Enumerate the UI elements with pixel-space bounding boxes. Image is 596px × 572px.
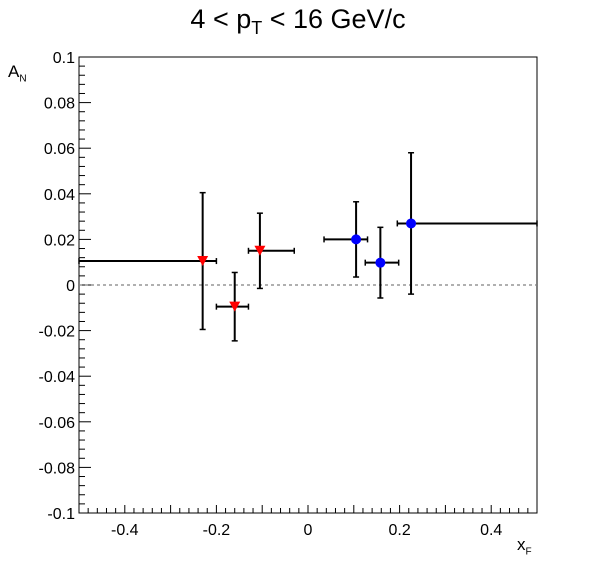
y-tick-label: -0.08 — [39, 460, 76, 477]
chart-title: 4 < pT < 16 GeV/c — [190, 4, 406, 38]
y-axis-label: AN — [8, 62, 27, 85]
x-axis: -0.4 -0.2 0 0.2 0.4 — [78, 505, 538, 539]
y-tick-label: -0.1 — [47, 506, 75, 523]
x-tick-label: 0 — [304, 522, 313, 539]
y-axis: -0.1 -0.08 -0.06 -0.04 -0.02 0 0.02 0.04 0.06 0.0… — [39, 50, 91, 523]
y-tick-label: 0 — [66, 278, 75, 295]
x-tick-label: 0.4 — [480, 522, 502, 539]
circle-marker — [406, 218, 417, 229]
y-tick-label: 0.06 — [44, 141, 75, 158]
y-tick-label: 0.08 — [44, 96, 75, 113]
triangle-down-marker — [254, 245, 266, 256]
data-point — [396, 152, 538, 295]
data-point — [78, 191, 218, 331]
y-tick-label: -0.02 — [39, 324, 76, 341]
data-point — [364, 226, 400, 299]
data-point — [323, 201, 369, 278]
data-points — [78, 152, 538, 342]
triangle-down-marker — [229, 301, 241, 312]
y-tick-label: -0.04 — [39, 369, 76, 386]
y-tick-label: 0.1 — [53, 50, 75, 67]
triangle-down-marker — [197, 256, 209, 267]
circle-marker — [375, 257, 386, 268]
circle-marker — [351, 234, 362, 245]
y-tick-label: 0.02 — [44, 232, 75, 249]
x-axis-label: xF — [517, 535, 532, 558]
x-tick-label: -0.4 — [111, 522, 139, 539]
y-tick-label: -0.06 — [39, 415, 76, 432]
y-tick-label: 0.04 — [44, 187, 75, 204]
data-point — [215, 271, 250, 342]
data-point — [247, 212, 296, 290]
x-tick-label: -0.2 — [203, 522, 231, 539]
x-tick-label: 0.2 — [388, 522, 410, 539]
